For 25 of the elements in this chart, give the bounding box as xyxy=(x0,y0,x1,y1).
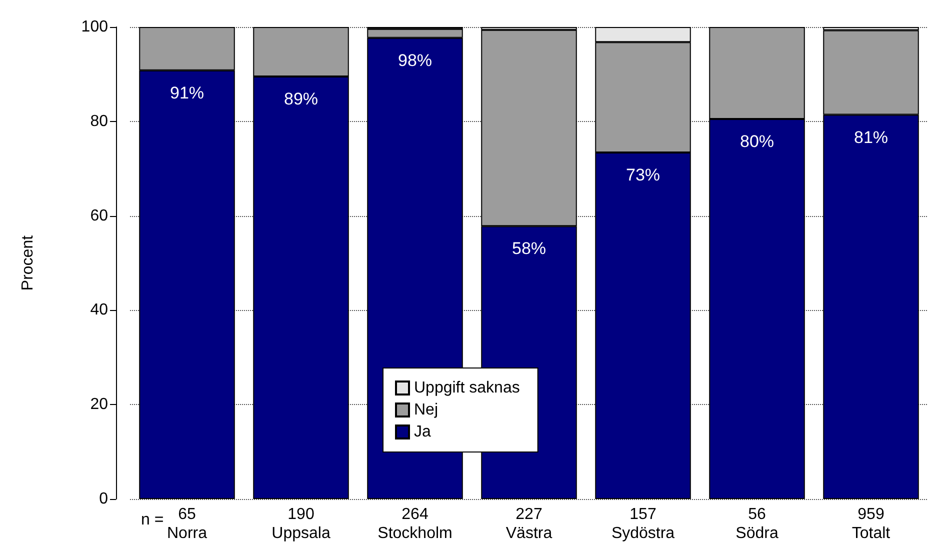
legend-label: Ja xyxy=(414,424,431,440)
data-label: 80% xyxy=(740,132,774,152)
x-tick-label: 190 Uppsala xyxy=(272,506,330,542)
y-tick-label: 100 xyxy=(81,18,108,36)
y-tick-label: 20 xyxy=(90,396,108,414)
y-tick-label: 0 xyxy=(99,490,108,508)
data-label: 73% xyxy=(626,166,660,185)
data-label: 98% xyxy=(398,50,432,70)
y-tick-label: 60 xyxy=(90,207,108,224)
x-tick-label: 264 Stockholm xyxy=(378,506,452,542)
y-axis-title: Procent xyxy=(20,234,36,291)
data-label: 81% xyxy=(854,128,888,147)
x-tick-label: 65 Norra xyxy=(166,506,208,542)
x-tick-label: 56 Södra xyxy=(736,506,778,542)
data-label: 58% xyxy=(512,239,546,258)
legend-label: Uppgift saknas xyxy=(414,380,520,396)
data-label: 89% xyxy=(284,90,318,109)
x-tick-label: 227 Västra xyxy=(506,506,552,542)
y-tick-label: 40 xyxy=(90,302,108,319)
text: n = xyxy=(141,512,164,528)
x-tick-label: 959 Totalt xyxy=(852,506,891,542)
y-tick-label: 80 xyxy=(90,112,108,130)
legend-label: Nej xyxy=(414,402,438,418)
x-tick-label: 157 Sydöstra xyxy=(611,506,675,542)
data-label: 91% xyxy=(170,83,204,102)
